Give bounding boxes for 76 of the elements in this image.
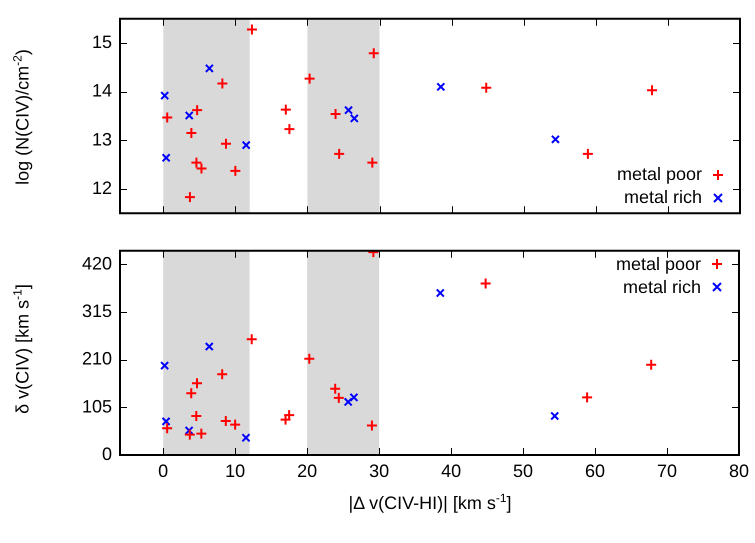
point — [184, 110, 194, 120]
point — [184, 426, 194, 436]
point — [550, 411, 560, 421]
point — [185, 387, 198, 400]
legend-label: metal poor — [617, 163, 702, 186]
point — [216, 77, 228, 90]
x-tick-label: 0 — [158, 460, 168, 481]
x-tick-label: 10 — [225, 460, 246, 481]
point — [246, 333, 258, 346]
point — [333, 148, 346, 160]
legend-label: metal rich — [623, 276, 702, 299]
point — [229, 418, 242, 431]
point — [550, 134, 560, 144]
point — [220, 414, 232, 427]
x-axis-title: |Δ v(CIV-HI)| [km s$^{-1}$] — [348, 491, 512, 514]
point — [185, 127, 198, 140]
point — [216, 368, 228, 380]
point — [304, 72, 316, 85]
point — [329, 382, 342, 395]
point — [332, 392, 345, 404]
point — [160, 361, 170, 370]
point — [229, 164, 242, 177]
point — [330, 108, 342, 120]
point — [280, 104, 292, 116]
point — [283, 123, 296, 136]
y-tick-label: 12 — [92, 178, 112, 198]
x-tick-label: 60 — [585, 460, 606, 481]
point — [350, 114, 359, 123]
point — [204, 342, 214, 352]
point — [368, 47, 380, 60]
x-tick-label: 20 — [297, 460, 318, 481]
x-tick-label: 70 — [657, 460, 678, 481]
point — [161, 422, 174, 434]
point — [480, 277, 492, 290]
point — [246, 23, 258, 36]
point — [344, 397, 353, 406]
point — [344, 106, 354, 115]
legend-label: metal rich — [624, 186, 702, 210]
point — [581, 391, 594, 404]
point — [184, 191, 196, 204]
x-tick-label: 30 — [369, 460, 390, 481]
y-tick-label: 0 — [102, 444, 112, 464]
point — [191, 377, 204, 390]
point — [645, 358, 658, 371]
point — [436, 82, 446, 92]
point — [184, 428, 196, 441]
point — [162, 153, 171, 162]
y-tick-label: 13 — [92, 129, 112, 150]
y-tick-label: 15 — [92, 32, 112, 52]
point — [191, 104, 204, 116]
x-tick-label: 80 — [728, 460, 750, 481]
point — [582, 148, 594, 160]
point — [349, 392, 358, 402]
x-tick-label: 40 — [441, 460, 462, 481]
y-tick-label: 420 — [82, 253, 112, 274]
point — [366, 156, 378, 169]
legend-label: metal poor — [616, 252, 702, 276]
point — [160, 91, 170, 100]
point — [242, 140, 251, 150]
point — [220, 138, 232, 150]
y-tick-label: 105 — [82, 396, 112, 416]
point — [195, 428, 208, 440]
point — [162, 416, 171, 426]
point — [303, 352, 316, 365]
point — [241, 433, 250, 442]
y-tick-label: 315 — [82, 301, 112, 322]
point — [436, 288, 445, 298]
point — [204, 64, 214, 73]
point — [161, 111, 174, 124]
y-tick-label: 14 — [92, 80, 112, 101]
point — [190, 410, 202, 422]
y-tick-label: 210 — [82, 348, 112, 369]
point — [480, 82, 492, 94]
x-tick-label: 50 — [513, 460, 534, 481]
point — [366, 420, 378, 432]
point — [646, 84, 658, 96]
